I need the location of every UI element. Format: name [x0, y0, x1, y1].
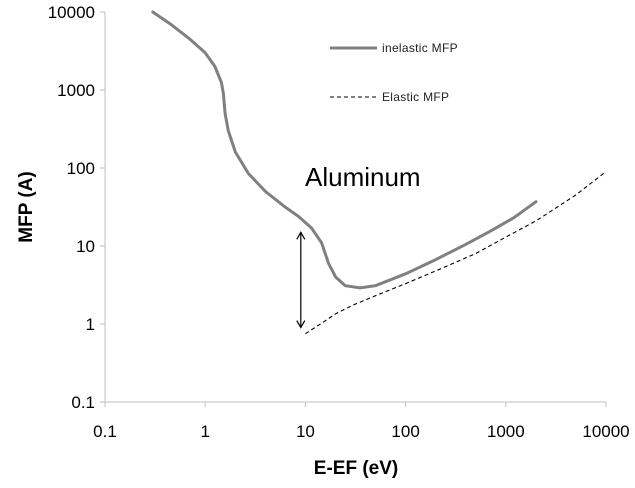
y-tick-label: 1	[86, 315, 95, 334]
x-tick-label: 10	[296, 422, 315, 441]
material-annotation: Aluminum	[305, 162, 421, 192]
y-tick-label: 0.1	[71, 393, 95, 412]
x-tick-label: 10000	[582, 422, 629, 441]
y-tick-label: 10000	[48, 3, 95, 22]
x-tick-label: 1000	[487, 422, 525, 441]
legend: inelastic MFP Elastic MFP	[330, 41, 458, 104]
y-axis-title: MFP (A)	[16, 171, 37, 242]
x-tick-label: 1	[200, 422, 209, 441]
series-line-elastic-mfp	[305, 171, 607, 335]
legend-label-elastic: Elastic MFP	[382, 90, 449, 104]
series-line-inelastic-mfp	[151, 10, 538, 290]
y-tick-label: 1000	[57, 81, 95, 100]
x-tick-label: 100	[391, 422, 419, 441]
y-axis-ticks: 0.1 1 10 100 1000 10000	[48, 3, 105, 412]
x-tick-label: 0.1	[93, 422, 117, 441]
legend-label-inelastic: inelastic MFP	[382, 41, 458, 55]
x-axis-title: E-EF (eV)	[314, 458, 398, 479]
y-tick-label: 10	[76, 237, 95, 256]
y-tick-label: 100	[67, 159, 95, 178]
x-axis-ticks: 0.1 1 10 100 1000 10000	[93, 402, 630, 441]
